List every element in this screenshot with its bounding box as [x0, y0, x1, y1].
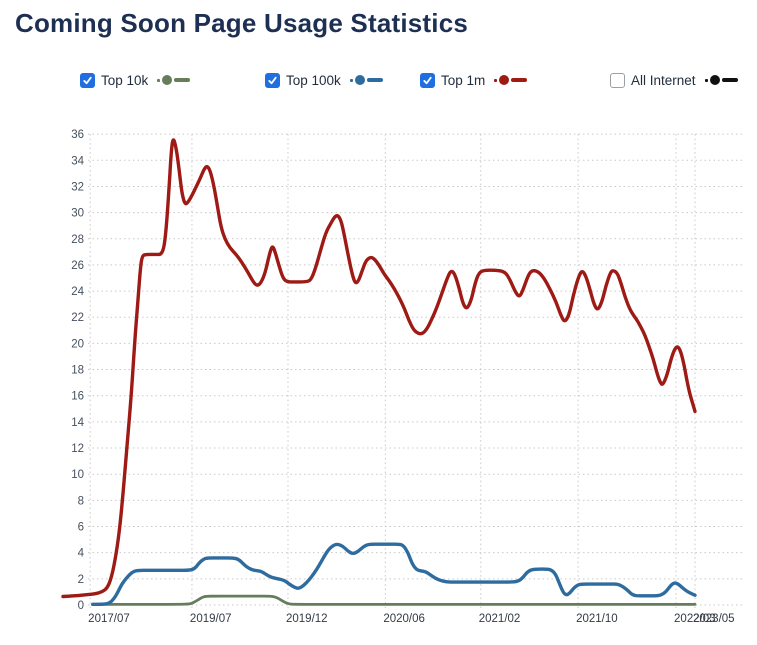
y-tick-label: 36: [71, 129, 84, 141]
page-title: Coming Soon Page Usage Statistics: [15, 8, 469, 38]
checkbox-top-100k[interactable]: [265, 72, 280, 88]
y-tick-label: 8: [78, 495, 84, 507]
legend-item-top-10k[interactable]: Top 10k: [80, 70, 191, 90]
check-icon: [83, 76, 92, 84]
line-marker-icon: [157, 75, 191, 85]
x-tick-label: 2023/05: [693, 613, 735, 625]
check-icon: [268, 76, 277, 84]
x-tick-label: 2019/12: [286, 613, 328, 625]
x-tick-label: 2020/06: [383, 613, 425, 625]
y-tick-label: 32: [71, 181, 84, 193]
series-line-top-100k: [91, 542, 697, 607]
y-tick-label: 18: [71, 365, 84, 377]
y-tick-label: 26: [71, 260, 84, 272]
y-tick-label: 4: [78, 548, 85, 560]
legend-item-top-100k[interactable]: Top 100k: [265, 70, 383, 90]
y-tick-label: 0: [78, 600, 84, 612]
y-tick-label: 24: [71, 286, 84, 298]
y-tick-label: 12: [71, 443, 84, 455]
legend-label: Top 1m: [441, 72, 486, 88]
y-tick-label: 10: [71, 469, 84, 481]
series-line-top-1m: [61, 138, 697, 599]
y-tick-label: 22: [71, 312, 84, 324]
series-line-top-10k: [91, 594, 697, 606]
x-tick-label: 2021/02: [479, 613, 521, 625]
checkbox-top-1m[interactable]: [420, 72, 435, 88]
y-tick-label: 6: [78, 522, 84, 534]
y-tick-label: 28: [71, 234, 84, 246]
y-tick-label: 16: [71, 391, 84, 403]
legend-label: All Internet: [631, 72, 696, 88]
y-tick-label: 2: [78, 574, 84, 586]
checkbox-top-10k[interactable]: [80, 72, 95, 88]
y-tick-label: 30: [71, 208, 84, 220]
line-marker-icon: [349, 75, 383, 85]
x-tick-label: 2019/07: [190, 613, 232, 625]
legend-item-top-1m[interactable]: Top 1m: [420, 70, 528, 90]
y-tick-label: 20: [71, 338, 84, 350]
y-tick-label: 34: [71, 155, 84, 167]
line-marker-icon: [494, 75, 528, 85]
legend-label: Top 100k: [286, 72, 341, 88]
x-tick-label: 2017/07: [88, 613, 130, 625]
y-tick-label: 14: [71, 417, 84, 429]
x-tick-label: 2021/10: [576, 613, 618, 625]
legend-label: Top 10k: [101, 72, 149, 88]
x-tick-label: 2022/03: [674, 613, 716, 625]
checkbox-all-internet[interactable]: [610, 72, 625, 88]
check-icon: [423, 76, 432, 84]
line-marker-icon: [704, 75, 738, 85]
legend-item-all-internet[interactable]: All Internet: [610, 70, 738, 90]
